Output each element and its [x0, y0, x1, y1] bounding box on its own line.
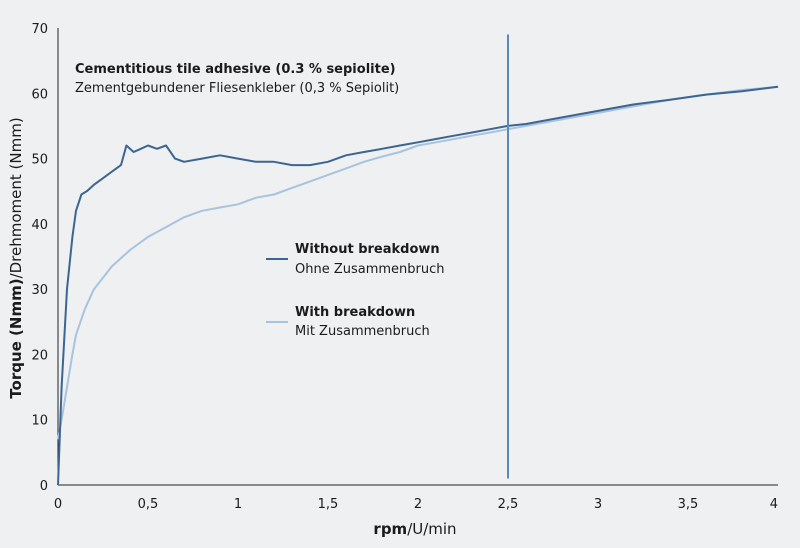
legend: Without breakdown Ohne Zusammenbruch Wit… — [266, 242, 445, 339]
x-tick-label: 4 — [770, 497, 778, 512]
y-tick-label: 50 — [31, 153, 48, 168]
x-tick-label: 3 — [594, 497, 602, 512]
chart-subtitle: Zementgebundener Fliesenkleber (0,3 % Se… — [75, 81, 399, 96]
x-tick-label: 1,5 — [318, 497, 339, 512]
x-axis-title-bold: rpm — [373, 520, 407, 538]
x-tick-label: 3,5 — [678, 497, 699, 512]
x-tick-label: 2 — [414, 497, 422, 512]
x-tick-label: 1 — [234, 497, 242, 512]
legend-label-with-breakdown: With breakdown — [295, 305, 415, 320]
y-axis-title-bold: Torque (Nmm) — [7, 278, 25, 398]
y-tick-label: 40 — [31, 218, 48, 233]
legend-label-mit-zusammenbruch: Mit Zusammenbruch — [295, 324, 430, 339]
y-tick-label: 10 — [31, 414, 48, 429]
y-tick-labels: 0 10 20 30 40 50 60 70 — [31, 22, 48, 494]
y-tick-label: 60 — [31, 87, 48, 102]
x-tick-label: 0 — [54, 497, 62, 512]
series-layer — [57, 85, 779, 486]
chart-title: Cementitious tile adhesive (0.3 % sepiol… — [75, 62, 396, 77]
y-tick-label: 30 — [31, 283, 48, 298]
x-axis-title-rest: /U/min — [407, 520, 456, 538]
series-line-without-breakdown — [57, 85, 779, 486]
legend-label-ohne-zusammenbruch: Ohne Zusammenbruch — [295, 262, 445, 277]
x-axis-title: rpm/U/min — [373, 520, 456, 538]
y-tick-label: 20 — [31, 348, 48, 363]
x-tick-label: 2,5 — [498, 497, 519, 512]
y-tick-label: 70 — [31, 22, 48, 37]
y-axis-title: Torque (Nmm)/Drehmoment (Nmm) — [7, 117, 25, 398]
x-tick-labels: 0 0,5 1 1,5 2 2,5 3 3,5 4 — [54, 497, 778, 512]
y-tick-label: 0 — [40, 479, 48, 494]
series-line-with-breakdown — [57, 85, 779, 440]
x-tick-label: 0,5 — [138, 497, 159, 512]
y-axis-title-rest: /Drehmoment (Nmm) — [7, 117, 25, 278]
legend-label-without-breakdown: Without breakdown — [295, 242, 440, 257]
